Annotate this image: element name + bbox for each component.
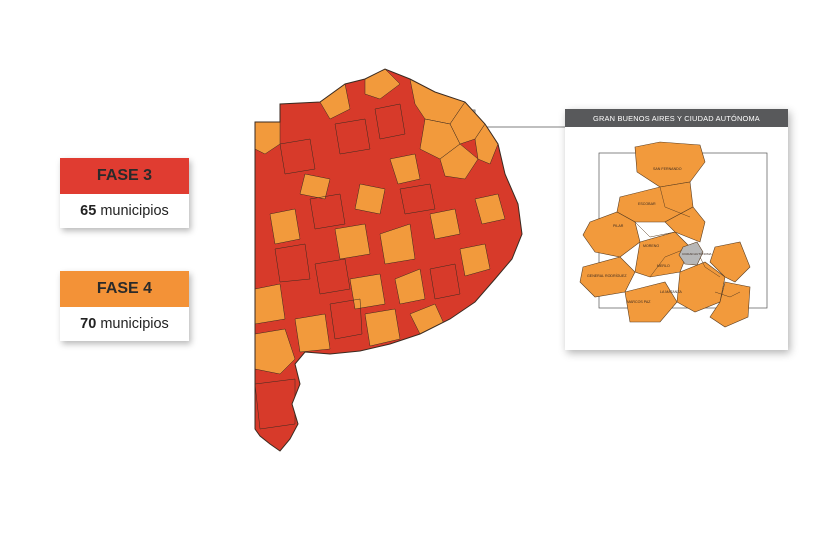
municipality [349, 273, 386, 310]
division [714, 291, 741, 298]
legend-fase-4-count-row: 70 municipios [60, 307, 189, 341]
municipality [374, 103, 406, 140]
municipality [269, 208, 301, 245]
legend-fase-3-count: 65 [80, 203, 97, 219]
municipality [255, 283, 286, 325]
label-caba: CIUDAD AUTÓNOMA [682, 251, 712, 256]
legend-fase-3-count-row: 65 municipios [60, 194, 189, 228]
legend-fase-3-header: FASE 3 [60, 158, 189, 194]
municipality [394, 268, 426, 305]
san-fernando-area [634, 141, 706, 188]
municipality [294, 313, 331, 353]
gba-inset-map: SAN FERNANDO ESCOBAR PILAR MORENO GENERA… [579, 141, 768, 328]
municipality [299, 173, 331, 200]
municipality [329, 298, 363, 340]
moreno-area [582, 211, 641, 258]
municipality [334, 223, 371, 260]
label-la-matanza: LA MATANZA [660, 290, 682, 294]
legend-fase-4-unit: municipios [100, 316, 169, 332]
municipality [459, 243, 491, 277]
municipality [474, 123, 499, 165]
inset-title: GRAN BUENOS AIRES Y CIUDAD AUTÓNOMA [565, 109, 788, 127]
south-area-2 [709, 241, 751, 283]
municipalities [255, 69, 522, 451]
label-moreno: MORENO [643, 244, 659, 248]
municipality [334, 118, 371, 155]
legend-fase-4-label: FASE 4 [96, 280, 153, 297]
division [634, 221, 676, 238]
municipality [429, 263, 461, 300]
south-area-3 [709, 281, 751, 328]
municipality [279, 138, 316, 175]
fase3-outlines [255, 103, 461, 430]
fase4-municipalities [255, 69, 506, 375]
marcos-paz-area [624, 281, 678, 323]
label-merlo: MERLO [657, 264, 670, 268]
municipality [274, 243, 311, 283]
province-outline [254, 68, 523, 452]
division [659, 186, 691, 218]
label-escobar: ESCOBAR [638, 202, 656, 206]
caba-region [678, 241, 704, 266]
legend-fase-4-header: FASE 4 [60, 271, 189, 307]
municipality [255, 378, 296, 430]
municipality [364, 308, 401, 347]
municipality [314, 258, 351, 295]
municipality [429, 208, 461, 240]
municipality [389, 153, 421, 185]
legend-fase-4: FASE 4 70 municipios [60, 271, 189, 341]
municipality [354, 183, 386, 215]
label-marcos-paz: MARCOS PAZ [627, 300, 651, 304]
province-map [250, 64, 530, 464]
label-san-fernando: SAN FERNANDO [653, 167, 682, 171]
label-pilar: PILAR [613, 224, 624, 228]
gba-inset: GRAN BUENOS AIRES Y CIUDAD AUTÓNOMA [565, 109, 788, 350]
legend-fase-3-unit: municipios [100, 203, 169, 219]
municipality [399, 183, 436, 215]
province-map-svg [254, 68, 523, 452]
municipality [309, 193, 346, 230]
label-general-rodriguez: GENERAL RODRÍGUEZ [587, 274, 627, 278]
municipality [255, 328, 296, 375]
legend-fase-4-count: 70 [80, 316, 97, 332]
municipality [379, 223, 416, 265]
gba-municipalities [579, 141, 751, 328]
legend-fase-3: FASE 3 65 municipios [60, 158, 189, 228]
legend-fase-3-label: FASE 3 [96, 167, 153, 184]
municipality [439, 143, 479, 180]
municipality [474, 193, 506, 225]
merlo-area [664, 206, 706, 243]
